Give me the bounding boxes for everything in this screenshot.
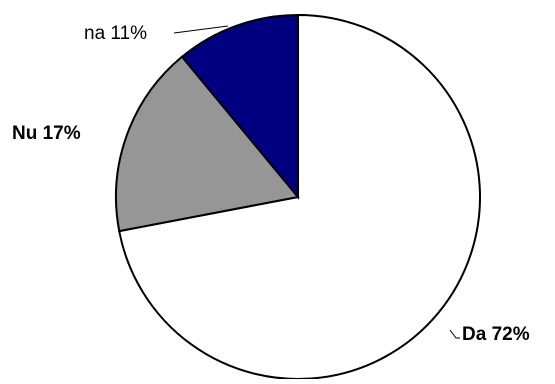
pie-slice-2 bbox=[180, 13, 299, 200]
pie-slice-0 bbox=[118, 13, 481, 380]
leader-line-0 bbox=[449, 329, 460, 339]
slice-label-1: Nu 17% bbox=[12, 123, 81, 144]
leader-lines-layer bbox=[173, 25, 460, 339]
slices-layer bbox=[115, 13, 481, 380]
pie-slice-1 bbox=[115, 55, 300, 233]
leader-line-2 bbox=[173, 25, 229, 34]
slice-label-2: na 11% bbox=[84, 23, 147, 44]
labels-layer: Da 72% Nu 17% na 11% bbox=[12, 23, 530, 345]
slice-label-0: Da 72% bbox=[462, 324, 530, 345]
